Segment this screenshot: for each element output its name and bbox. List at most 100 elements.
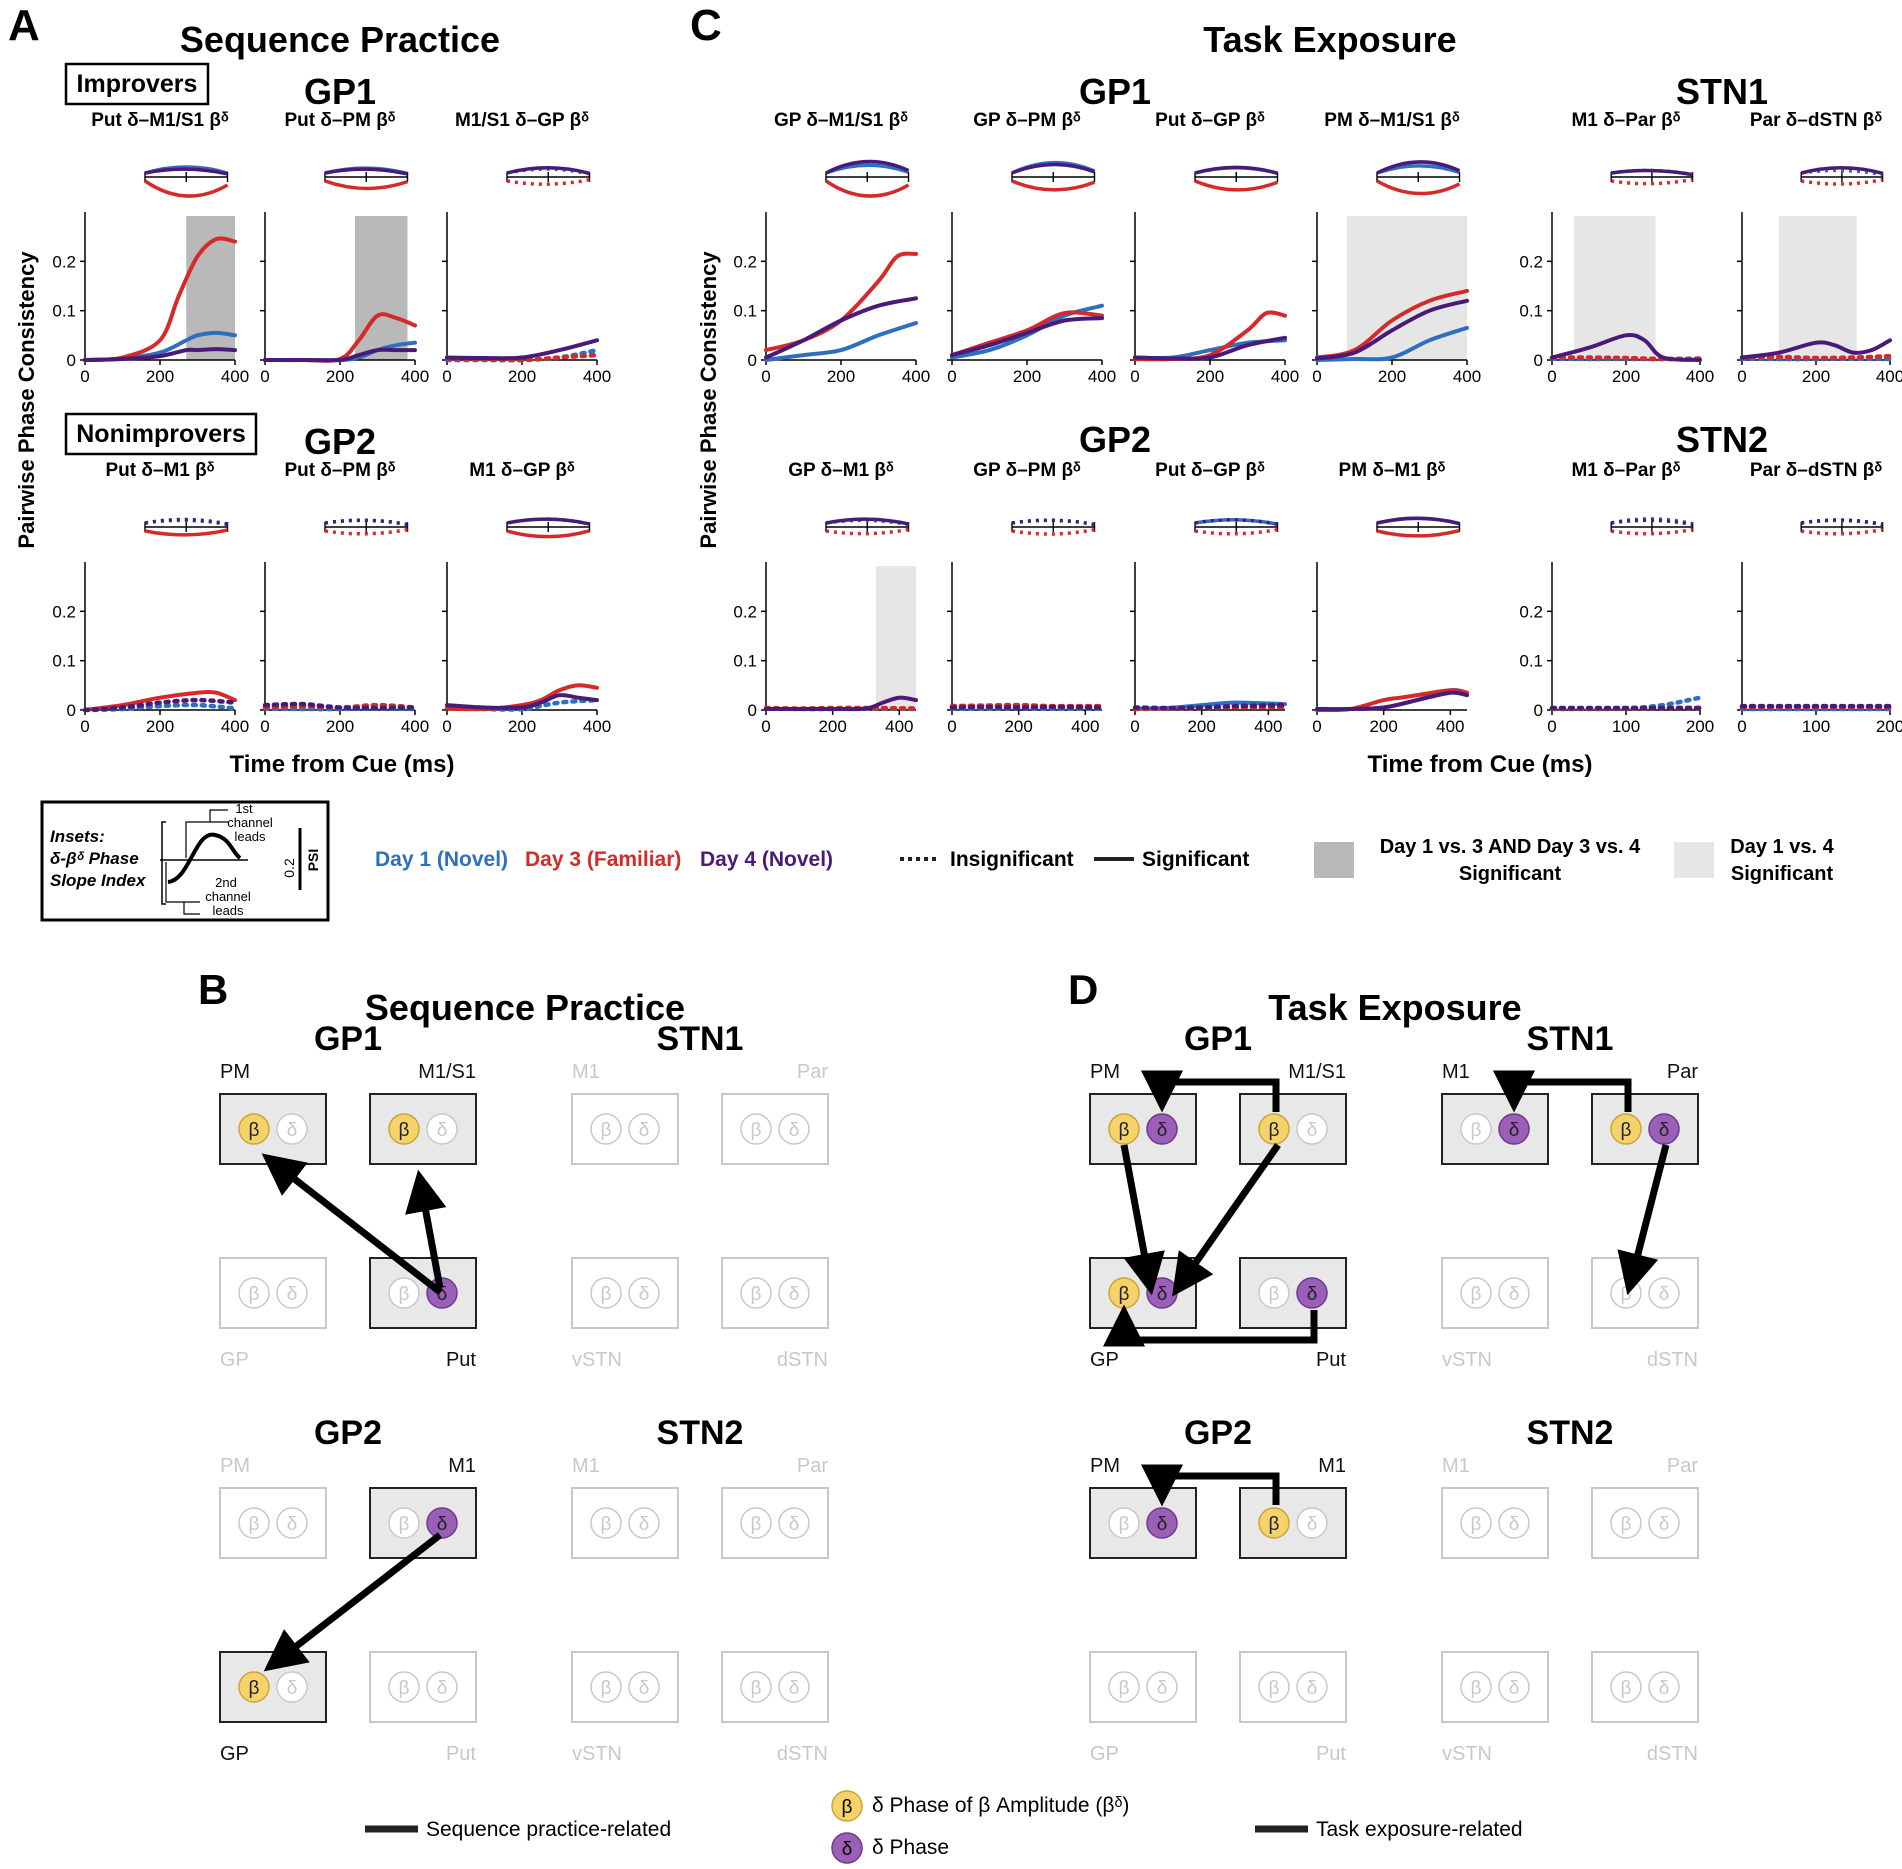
y-tick-label: 0.2	[1519, 602, 1543, 621]
series-line	[1133, 310, 1287, 362]
x-tick-label: 0	[1737, 717, 1746, 736]
beta-legend-label: δ Phase of β Amplitude (βᵟ)	[872, 1794, 1129, 1817]
psi-inset	[825, 159, 910, 198]
svg-text:δ: δ	[437, 1120, 448, 1141]
arrow-d3	[1171, 1142, 1281, 1297]
psi-inset	[506, 165, 591, 186]
beta-node-icon: β	[1108, 1671, 1140, 1703]
x-tick-label: 400	[221, 717, 249, 736]
beta-node-icon: β	[1610, 1113, 1642, 1145]
delta-node-icon: δ	[1146, 1671, 1178, 1703]
svg-text:δ: δ	[1157, 1284, 1168, 1305]
b-bot-label: M1	[448, 1455, 476, 1477]
delta-node-icon: δ	[778, 1277, 810, 1309]
d-bot-title-left: GP2	[1184, 1414, 1252, 1452]
psi-inset	[1376, 516, 1461, 538]
chart-a-gp1-3: M1/S1 δ–GP βᵟ 0 200 400	[442, 110, 611, 386]
beta-node-icon: β	[1610, 1277, 1642, 1309]
svg-text:δ: δ	[639, 1284, 650, 1305]
x-tick-label: 400	[401, 717, 429, 736]
panel-letter-d: D	[1068, 966, 1098, 1013]
svg-text:β: β	[601, 1678, 612, 1699]
svg-text:β: β	[1119, 1514, 1130, 1535]
chart-title: GP δ–M1 βᵟ	[788, 460, 894, 481]
b-bot-label: Par	[797, 1455, 828, 1477]
series-line	[764, 296, 918, 360]
inset-legend: Insets: δ-βᵟ Phase Slope Index 1st chann…	[40, 800, 330, 922]
beta-node-icon: β	[1108, 1113, 1140, 1145]
significance-shade	[1574, 216, 1656, 360]
series-line	[1740, 338, 1892, 360]
chart-c-gp1-3: Put δ–GP βᵟ 0 200 400	[1130, 110, 1299, 386]
b-top-label: vSTN	[572, 1349, 622, 1371]
line-charts: Put δ–M1/S1 βᵟ 0 200 400 0 0.1 0.2 Put δ–PM βᵟ 0…	[52, 110, 1902, 736]
beta-node-icon: β	[238, 1113, 270, 1145]
svg-text:β: β	[1269, 1514, 1280, 1535]
beta-node-icon: β	[1460, 1277, 1492, 1309]
svg-text:β: β	[249, 1284, 260, 1305]
series-line	[949, 704, 1105, 710]
beta-node-icon: β	[740, 1507, 772, 1539]
second-leads-1: 2nd	[215, 875, 237, 890]
beta-node-icon: β	[590, 1671, 622, 1703]
series-line	[1315, 298, 1469, 361]
legend-day1: Day 1 (Novel)	[375, 848, 508, 871]
svg-text:δ: δ	[1307, 1678, 1318, 1699]
arrow-b2	[405, 1169, 447, 1289]
svg-text:δ: δ	[1659, 1284, 1670, 1305]
beta-node-icon: β	[1108, 1277, 1140, 1309]
y-tick-label: 0.2	[733, 252, 757, 271]
improvers-tag: Improvers	[77, 70, 198, 98]
delta-node-icon: δ	[276, 1277, 308, 1309]
legend-shade-day14-swatch	[1674, 842, 1714, 878]
series-line	[1315, 325, 1469, 362]
y-tick-label: 0	[1534, 351, 1543, 370]
d-top-label: GP	[1090, 1349, 1119, 1371]
arrow-d7	[1141, 1464, 1280, 1507]
d-top-title-right: STN1	[1527, 1020, 1614, 1058]
x-tick-label: 100	[1612, 717, 1640, 736]
beta-node-icon: β	[590, 1277, 622, 1309]
psi-inset	[1011, 518, 1096, 536]
b-bot-label: M1	[572, 1455, 600, 1477]
y-tick-label: 0	[1534, 701, 1543, 720]
beta-node-icon: β	[388, 1507, 420, 1539]
y-tick-label: 0	[748, 351, 757, 370]
x-tick-label: 0	[1312, 367, 1321, 386]
arrow-d4	[1103, 1304, 1318, 1347]
chart-c-stn2-2: Par δ–dSTN βᵟ 0 100 200	[1737, 460, 1902, 736]
beta-node-icon: β	[1610, 1671, 1642, 1703]
x-tick-label: 400	[221, 367, 249, 386]
beta-legend-symbol: β	[842, 1797, 853, 1818]
b-top-label: Put	[446, 1349, 476, 1371]
psi-inset	[144, 517, 229, 537]
arrow-d5	[1493, 1070, 1632, 1113]
chart-c-gp1-1: GP δ–M1/S1 βᵟ 0 200 400 0 0.1 0.2	[733, 110, 930, 386]
svg-text:δ: δ	[1509, 1120, 1520, 1141]
beta-node-icon: β	[388, 1113, 420, 1145]
svg-text:β: β	[249, 1678, 260, 1699]
series-line	[1549, 355, 1703, 362]
panel-c-stn2-label: STN2	[1676, 419, 1768, 460]
x-tick-label: 0	[1737, 367, 1746, 386]
task-line-label: Task exposure-related	[1316, 1818, 1523, 1841]
beta-node-icon: β	[388, 1671, 420, 1703]
svg-text:δ: δ	[1157, 1678, 1168, 1699]
svg-text:δ: δ	[1659, 1514, 1670, 1535]
series-line	[445, 693, 599, 711]
d-top-label: vSTN	[1442, 1349, 1492, 1371]
panel-c-gp1-label: GP1	[1079, 71, 1151, 112]
svg-text:δ: δ	[1307, 1120, 1318, 1141]
delta-node-icon: δ	[628, 1671, 660, 1703]
arrow-d1	[1141, 1070, 1280, 1113]
chart-title: Put δ–PM βᵟ	[284, 460, 395, 481]
svg-text:δ: δ	[1307, 1284, 1318, 1305]
delta-legend-icon	[831, 1832, 863, 1864]
